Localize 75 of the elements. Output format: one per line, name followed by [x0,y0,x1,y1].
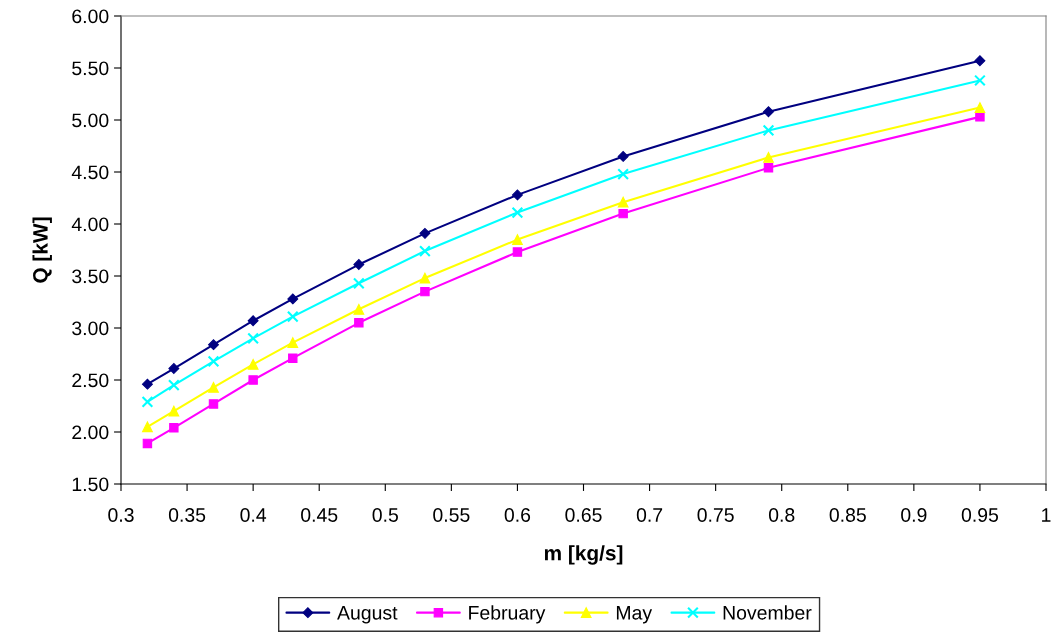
point [974,74,986,87]
point [763,152,774,163]
point [167,379,180,392]
point [763,106,774,118]
point [354,318,364,328]
x-tick-label: 0.45 [301,508,338,522]
point [763,163,774,173]
x-tick-label: 0.55 [433,508,470,522]
y-tick-label: 1.50 [72,477,109,492]
point [420,286,430,297]
point [617,196,629,208]
point [287,293,299,305]
y-tick-label: 3.00 [72,321,109,336]
x-tick-label: 0.35 [168,508,206,522]
point [762,124,775,137]
point [618,208,628,219]
point [141,378,153,390]
point [169,423,179,433]
point [208,339,219,351]
y-tick-label: 5.50 [72,61,109,76]
legend-label: November [723,605,812,620]
point [419,272,431,284]
point [419,227,431,239]
point [419,245,431,257]
point [286,310,299,323]
x-tick-label: 0.6 [504,508,531,522]
x-tick-label: 0.85 [829,508,866,522]
point [208,399,219,409]
point [617,168,630,180]
point [288,353,298,363]
point [247,332,260,345]
point [353,259,365,271]
point [353,303,365,315]
x-tick-label: 0.8 [768,508,795,522]
point [248,375,258,385]
x-tick-label: 1 [1042,508,1051,522]
point [974,55,986,67]
y-tick-label: 3.50 [72,269,109,284]
x-tick-label: 0.3 [108,508,134,522]
point [247,358,259,370]
x-tick-label: 0.65 [565,508,602,522]
point [974,102,986,113]
x-tick-label: 0.9 [901,508,927,522]
point [287,337,299,348]
y-tick-label: 4.00 [71,217,109,232]
y-tick-label: 2.50 [72,373,109,388]
x-tick-label: 0.4 [240,508,267,522]
point [352,277,365,290]
point [247,315,259,327]
point [512,234,523,246]
y-tick-label: 5.00 [72,113,109,128]
point [617,150,629,162]
point [511,206,524,219]
legend-label: February [469,605,546,624]
y-tick-label: 6.00 [72,9,109,24]
x-tick-label: 0.7 [636,508,663,522]
legend-label: May [616,606,653,624]
y-axis-title: Q [kW] [32,217,52,283]
y-tick-label: 2.00 [72,425,109,440]
point [142,421,153,433]
point [512,247,523,257]
point [168,405,180,417]
legend-label: August [337,606,398,624]
x-tick-label: 0.5 [372,508,398,522]
x-tick-label: 0.95 [961,508,999,522]
point [168,363,180,375]
point [511,189,523,201]
point [141,395,154,408]
point [142,438,153,449]
point [207,355,220,368]
y-tick-label: 4.50 [71,165,109,180]
x-axis-title: m [kg/s] [544,545,623,565]
x-tick-label: 0.75 [697,508,734,522]
point [208,381,219,393]
point [975,112,985,122]
